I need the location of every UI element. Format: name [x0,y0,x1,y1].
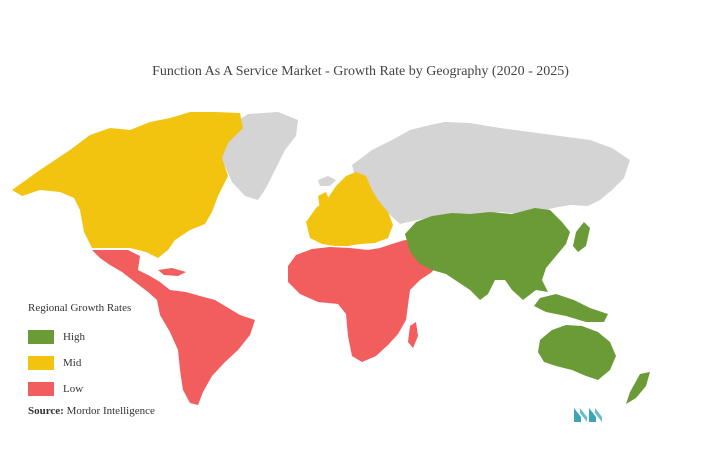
legend: Regional Growth Rates High Mid Low [28,302,131,402]
north-america-shape [12,112,243,258]
legend-label-high: High [63,331,85,343]
legend-label-low: Low [63,383,84,395]
europe-shape [306,172,393,246]
source-text: Mordor Intelligence [66,405,155,417]
new-zealand-shape [626,372,650,404]
legend-swatch-low [28,382,54,396]
australia-shape [538,325,616,380]
logo-mark-middle [580,408,587,422]
british-isles-shape [318,192,330,212]
logo-mark-right [589,408,596,422]
legend-swatch-mid [28,356,54,370]
source-note: Source: Mordor Intelligence [28,405,155,417]
legend-item-high: High [28,324,131,350]
iceland-shape [318,176,336,186]
caribbean-shape [158,268,186,276]
japan-shape [573,222,590,252]
legend-item-low: Low [28,376,131,402]
map-title: Function As A Service Market - Growth Ra… [152,64,569,79]
legend-label-mid: Mid [63,357,82,369]
legend-swatch-high [28,330,54,344]
mordor-intelligence-logo-icon [574,408,602,422]
southeast-asia-islands-shape [534,294,608,322]
legend-title: Regional Growth Rates [28,302,132,314]
madagascar-shape [408,322,418,348]
middle-east-africa-shape [288,240,440,362]
logo-mark-left [574,408,581,422]
source-label: Source: [28,405,64,417]
greenland-shape [218,112,298,200]
russia-shape [352,122,630,224]
logo-mark-tail [595,408,602,422]
legend-item-mid: Mid [28,350,131,376]
asia-shape [405,208,570,300]
latin-america-shape [92,250,255,405]
